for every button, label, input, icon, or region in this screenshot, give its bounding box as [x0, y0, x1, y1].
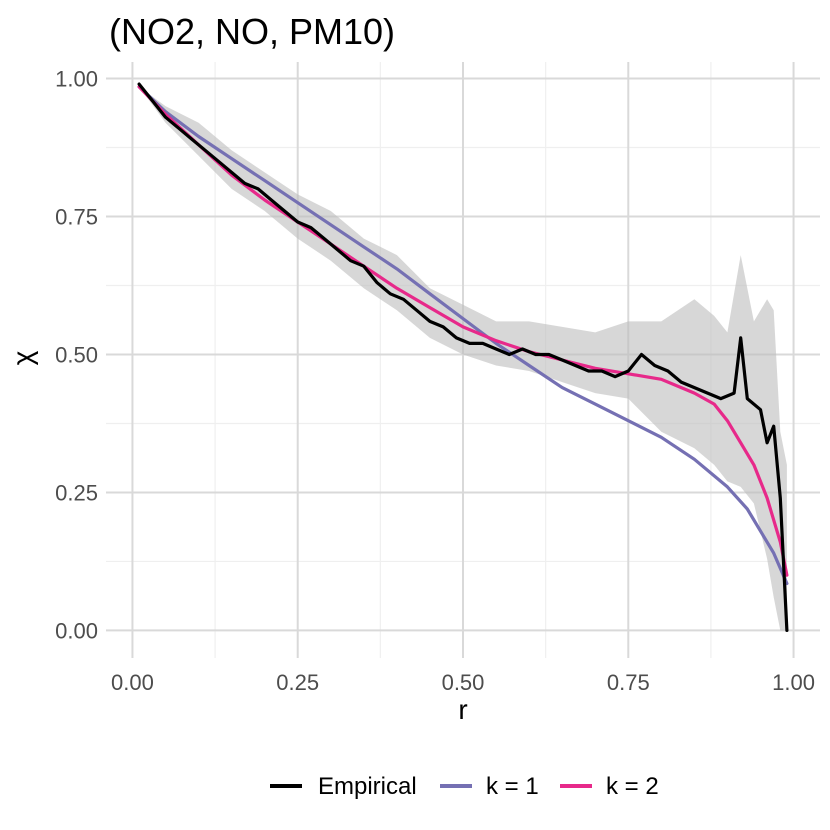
x-axis-ticks: 0.00 0.25 0.50 0.75 1.00: [111, 670, 815, 695]
chart-title: (NO2, NO, PM10): [109, 11, 395, 52]
series-line-empirical: [137, 82, 789, 633]
x-tick-label: 0.75: [607, 670, 650, 695]
legend: Empirical k = 1 k = 2: [270, 773, 659, 800]
series-layer: [137, 82, 789, 633]
y-tick-label: 0.50: [55, 342, 98, 367]
y-axis-ticks: 0.00 0.25 0.50 0.75 1.00: [55, 67, 98, 644]
y-tick-label: 0.75: [55, 205, 98, 230]
y-axis-label: χ: [7, 350, 38, 365]
grid: [106, 62, 820, 658]
series-line-k-1: [137, 85, 789, 586]
x-tick-label: 0.50: [442, 670, 485, 695]
x-tick-label: 0.00: [111, 670, 154, 695]
x-tick-label: 0.25: [276, 670, 319, 695]
legend-label-k-2: k = 2: [606, 773, 659, 800]
x-axis-label: r: [458, 694, 467, 725]
legend-label-k-1: k = 1: [486, 773, 539, 800]
y-tick-label: 0.25: [55, 480, 98, 505]
x-tick-label: 1.00: [772, 670, 815, 695]
legend-label-empirical: Empirical: [318, 773, 417, 800]
y-tick-label: 1.00: [55, 67, 98, 92]
y-tick-label: 0.00: [55, 618, 98, 643]
